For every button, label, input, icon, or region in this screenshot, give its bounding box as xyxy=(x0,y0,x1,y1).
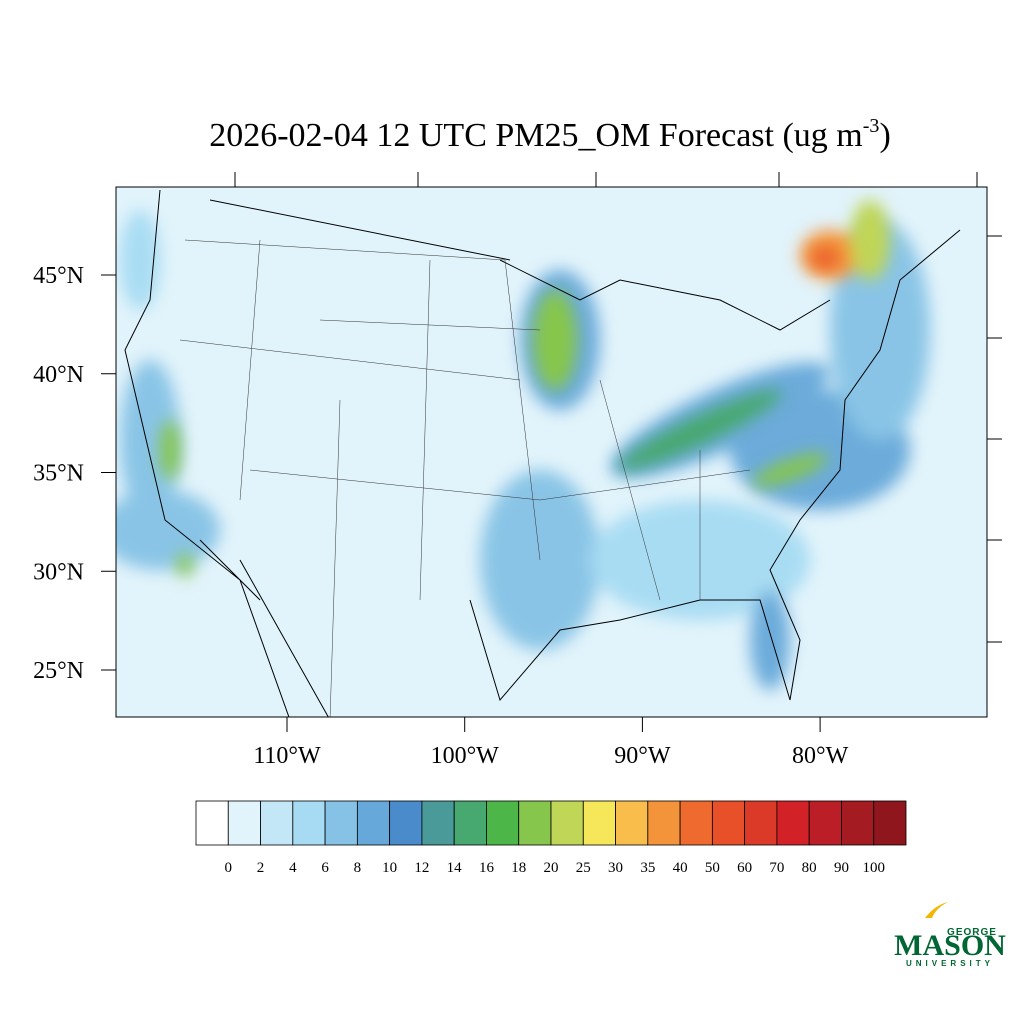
colorbar-swatch xyxy=(227,800,261,846)
lat-label: 45°N xyxy=(33,263,84,289)
colorbar-label: 25 xyxy=(576,860,591,876)
lat-label: 35°N xyxy=(33,461,84,487)
lat-label: 25°N xyxy=(33,658,84,684)
colorbar-swatch xyxy=(356,800,391,846)
colorbar-label: 4 xyxy=(289,860,297,876)
map-frame xyxy=(115,186,988,718)
frame-ticks xyxy=(234,172,1002,643)
colorbar-swatch xyxy=(647,800,681,846)
colorbar-swatch xyxy=(518,800,552,846)
title: 2026-02-04 12 UTC PM25_OM Forecast (ug m… xyxy=(209,115,891,154)
colorbar-swatch xyxy=(841,800,875,846)
colorbar-label: 90 xyxy=(834,860,849,876)
lat-label: 40°N xyxy=(33,362,84,388)
colorbar-label: 35 xyxy=(640,860,655,876)
colorbar-swatch xyxy=(615,800,649,846)
logo-main: MASON xyxy=(894,929,1006,962)
logo-top: GEORGE xyxy=(947,927,997,938)
logo-bottom: UNIVERSITY xyxy=(906,959,994,968)
lon-label: 80°W xyxy=(792,743,849,769)
colorbar-swatch xyxy=(744,800,778,846)
colorbar-swatch xyxy=(550,800,584,846)
colorbar-swatch xyxy=(421,800,455,846)
colorbar-swatch xyxy=(324,800,358,846)
colorbar-label: 6 xyxy=(321,860,329,876)
colorbar-swatch xyxy=(486,800,520,846)
colorbar-label: 2 xyxy=(257,860,265,876)
lon-label: 110°W xyxy=(253,743,321,769)
colorbar-swatch xyxy=(292,800,326,846)
colorbar-label: 18 xyxy=(511,860,526,876)
colorbar-label: 60 xyxy=(737,860,752,876)
colorbar-label: 16 xyxy=(479,860,495,876)
colorbar-label: 80 xyxy=(802,860,817,876)
colorbar-label: 10 xyxy=(382,860,397,876)
colorbar-label: 50 xyxy=(705,860,720,876)
colorbar-swatch xyxy=(776,800,810,846)
colorbar-swatch xyxy=(453,800,487,846)
colorbar-swatch xyxy=(195,800,229,846)
colorbar-swatch xyxy=(260,800,294,846)
map-field xyxy=(116,187,987,717)
colorbar-label: 40 xyxy=(673,860,688,876)
colorbar-label: 0 xyxy=(225,860,233,876)
lat-label: 30°N xyxy=(33,559,84,585)
gmu-logo: GEORGE MASON UNIVERSITY xyxy=(894,902,1006,968)
colorbar-swatch xyxy=(711,800,746,846)
lon-label: 100°W xyxy=(431,743,500,769)
colorbar-label: 14 xyxy=(447,860,463,876)
colorbar-swatch xyxy=(679,800,713,846)
colorbar-swatch xyxy=(808,800,842,846)
colorbar-label: 8 xyxy=(354,860,362,876)
lon-label: 90°W xyxy=(614,743,671,769)
colorbar-swatch xyxy=(389,800,423,846)
colorbar-swatch xyxy=(873,800,907,846)
colorbar-label: 70 xyxy=(769,860,784,876)
colorbar-label: 12 xyxy=(414,860,429,876)
colorbar-label: 20 xyxy=(544,860,559,876)
colorbar-swatch xyxy=(582,800,616,846)
colorbar-label: 30 xyxy=(608,860,623,876)
colorbar-label: 100 xyxy=(862,860,885,876)
